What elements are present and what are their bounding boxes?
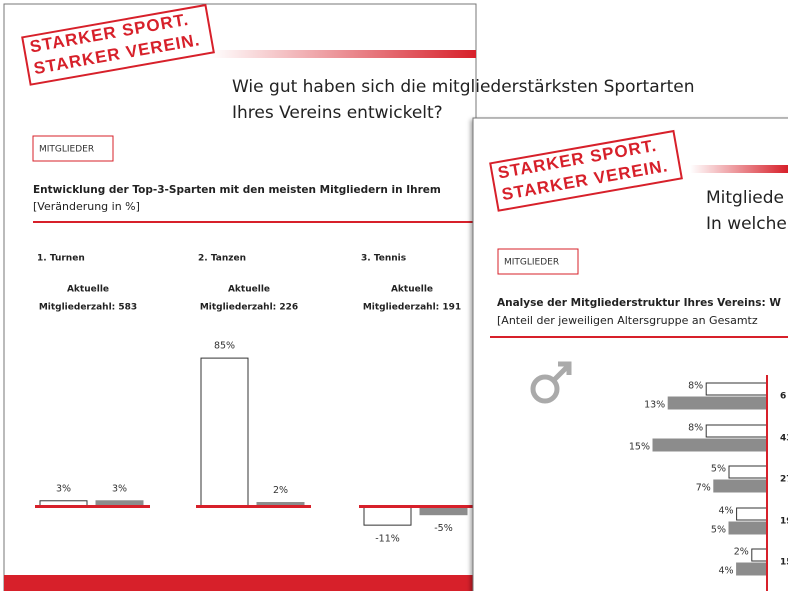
accent-bar <box>210 50 476 58</box>
logo-frame <box>21 3 215 86</box>
value-label: -5% <box>434 523 453 534</box>
group-name: 1. Turnen <box>37 254 85 264</box>
group-name: 2. Tanzen <box>198 254 246 264</box>
bar <box>652 438 768 452</box>
baseline <box>196 505 311 508</box>
value-label: 2% <box>734 547 749 558</box>
value-label: 4% <box>719 566 734 577</box>
bar <box>705 382 768 396</box>
baseline <box>35 505 150 508</box>
value-label: 5% <box>711 525 726 536</box>
value-label: 5% <box>711 464 726 475</box>
row-label: 15 <box>780 558 788 568</box>
row-label: 27 <box>780 475 788 485</box>
heading: Entwicklung der Top-3-Sparten mit den me… <box>33 184 441 196</box>
caption: Aktuelle <box>67 285 109 295</box>
axis-line <box>766 375 768 591</box>
group-name: 3. Tennis <box>361 254 406 264</box>
subheading: [Anteil der jeweiligen Altersgruppe an G… <box>497 314 758 327</box>
bar <box>363 505 412 526</box>
male-icon <box>530 361 572 404</box>
bar <box>736 507 768 521</box>
row-label: 6 <box>780 392 786 402</box>
bar <box>713 479 768 493</box>
value-label: 4% <box>719 506 734 517</box>
value-label: 8% <box>688 423 703 434</box>
value-label: 13% <box>644 400 665 411</box>
chart: 1. Turnen Aktuelle Mitgliederzahl: 583 3% 3%… <box>35 254 474 545</box>
footer-bar <box>4 575 476 591</box>
title: In welche <box>706 214 787 234</box>
bar <box>705 424 768 438</box>
caption: Mitgliederzahl: 226 <box>200 303 298 313</box>
title: Ihres Vereins entwickelt? <box>232 103 443 123</box>
value-label: 2% <box>273 485 288 496</box>
bar <box>728 521 768 535</box>
accent-bar <box>690 165 788 173</box>
bar <box>200 357 249 507</box>
row-label: 43 <box>780 434 788 444</box>
slide-2 <box>472 117 788 591</box>
value-label: 3% <box>56 483 71 494</box>
tag-box <box>32 135 114 162</box>
row-label: 19 <box>780 517 788 527</box>
value-label: 7% <box>696 483 711 494</box>
bar <box>728 465 768 479</box>
tag: MITGLIEDER <box>39 145 94 155</box>
heading: Analyse der Mitgliederstruktur Ihres Ver… <box>497 297 781 309</box>
tag: MITGLIEDER <box>504 258 559 268</box>
value-label: 85% <box>214 341 235 352</box>
subheading: [Veränderung in %] <box>33 200 140 213</box>
logo-frame <box>489 129 683 212</box>
bar <box>751 548 768 562</box>
title: Wie gut haben sich die mitgliederstärkst… <box>232 77 695 97</box>
caption: Mitgliederzahl: 583 <box>39 303 137 313</box>
value-label: 3% <box>112 483 127 494</box>
caption: Aktuelle <box>391 285 433 295</box>
tag-box <box>497 248 579 275</box>
slide <box>472 117 788 591</box>
rule <box>490 336 788 338</box>
bar <box>667 396 768 410</box>
caption: Mitgliederzahl: 191 <box>363 303 461 313</box>
value-label: -11% <box>375 534 400 545</box>
caption: Aktuelle <box>228 285 270 295</box>
title: Mitgliede <box>706 188 784 208</box>
value-label: 15% <box>629 442 650 453</box>
baseline <box>359 505 474 508</box>
bar <box>736 562 768 576</box>
chart: 8%13%68%15%435%7%274%5%192%4%15 <box>629 381 788 577</box>
rule <box>33 221 476 223</box>
value-label: 8% <box>688 381 703 392</box>
